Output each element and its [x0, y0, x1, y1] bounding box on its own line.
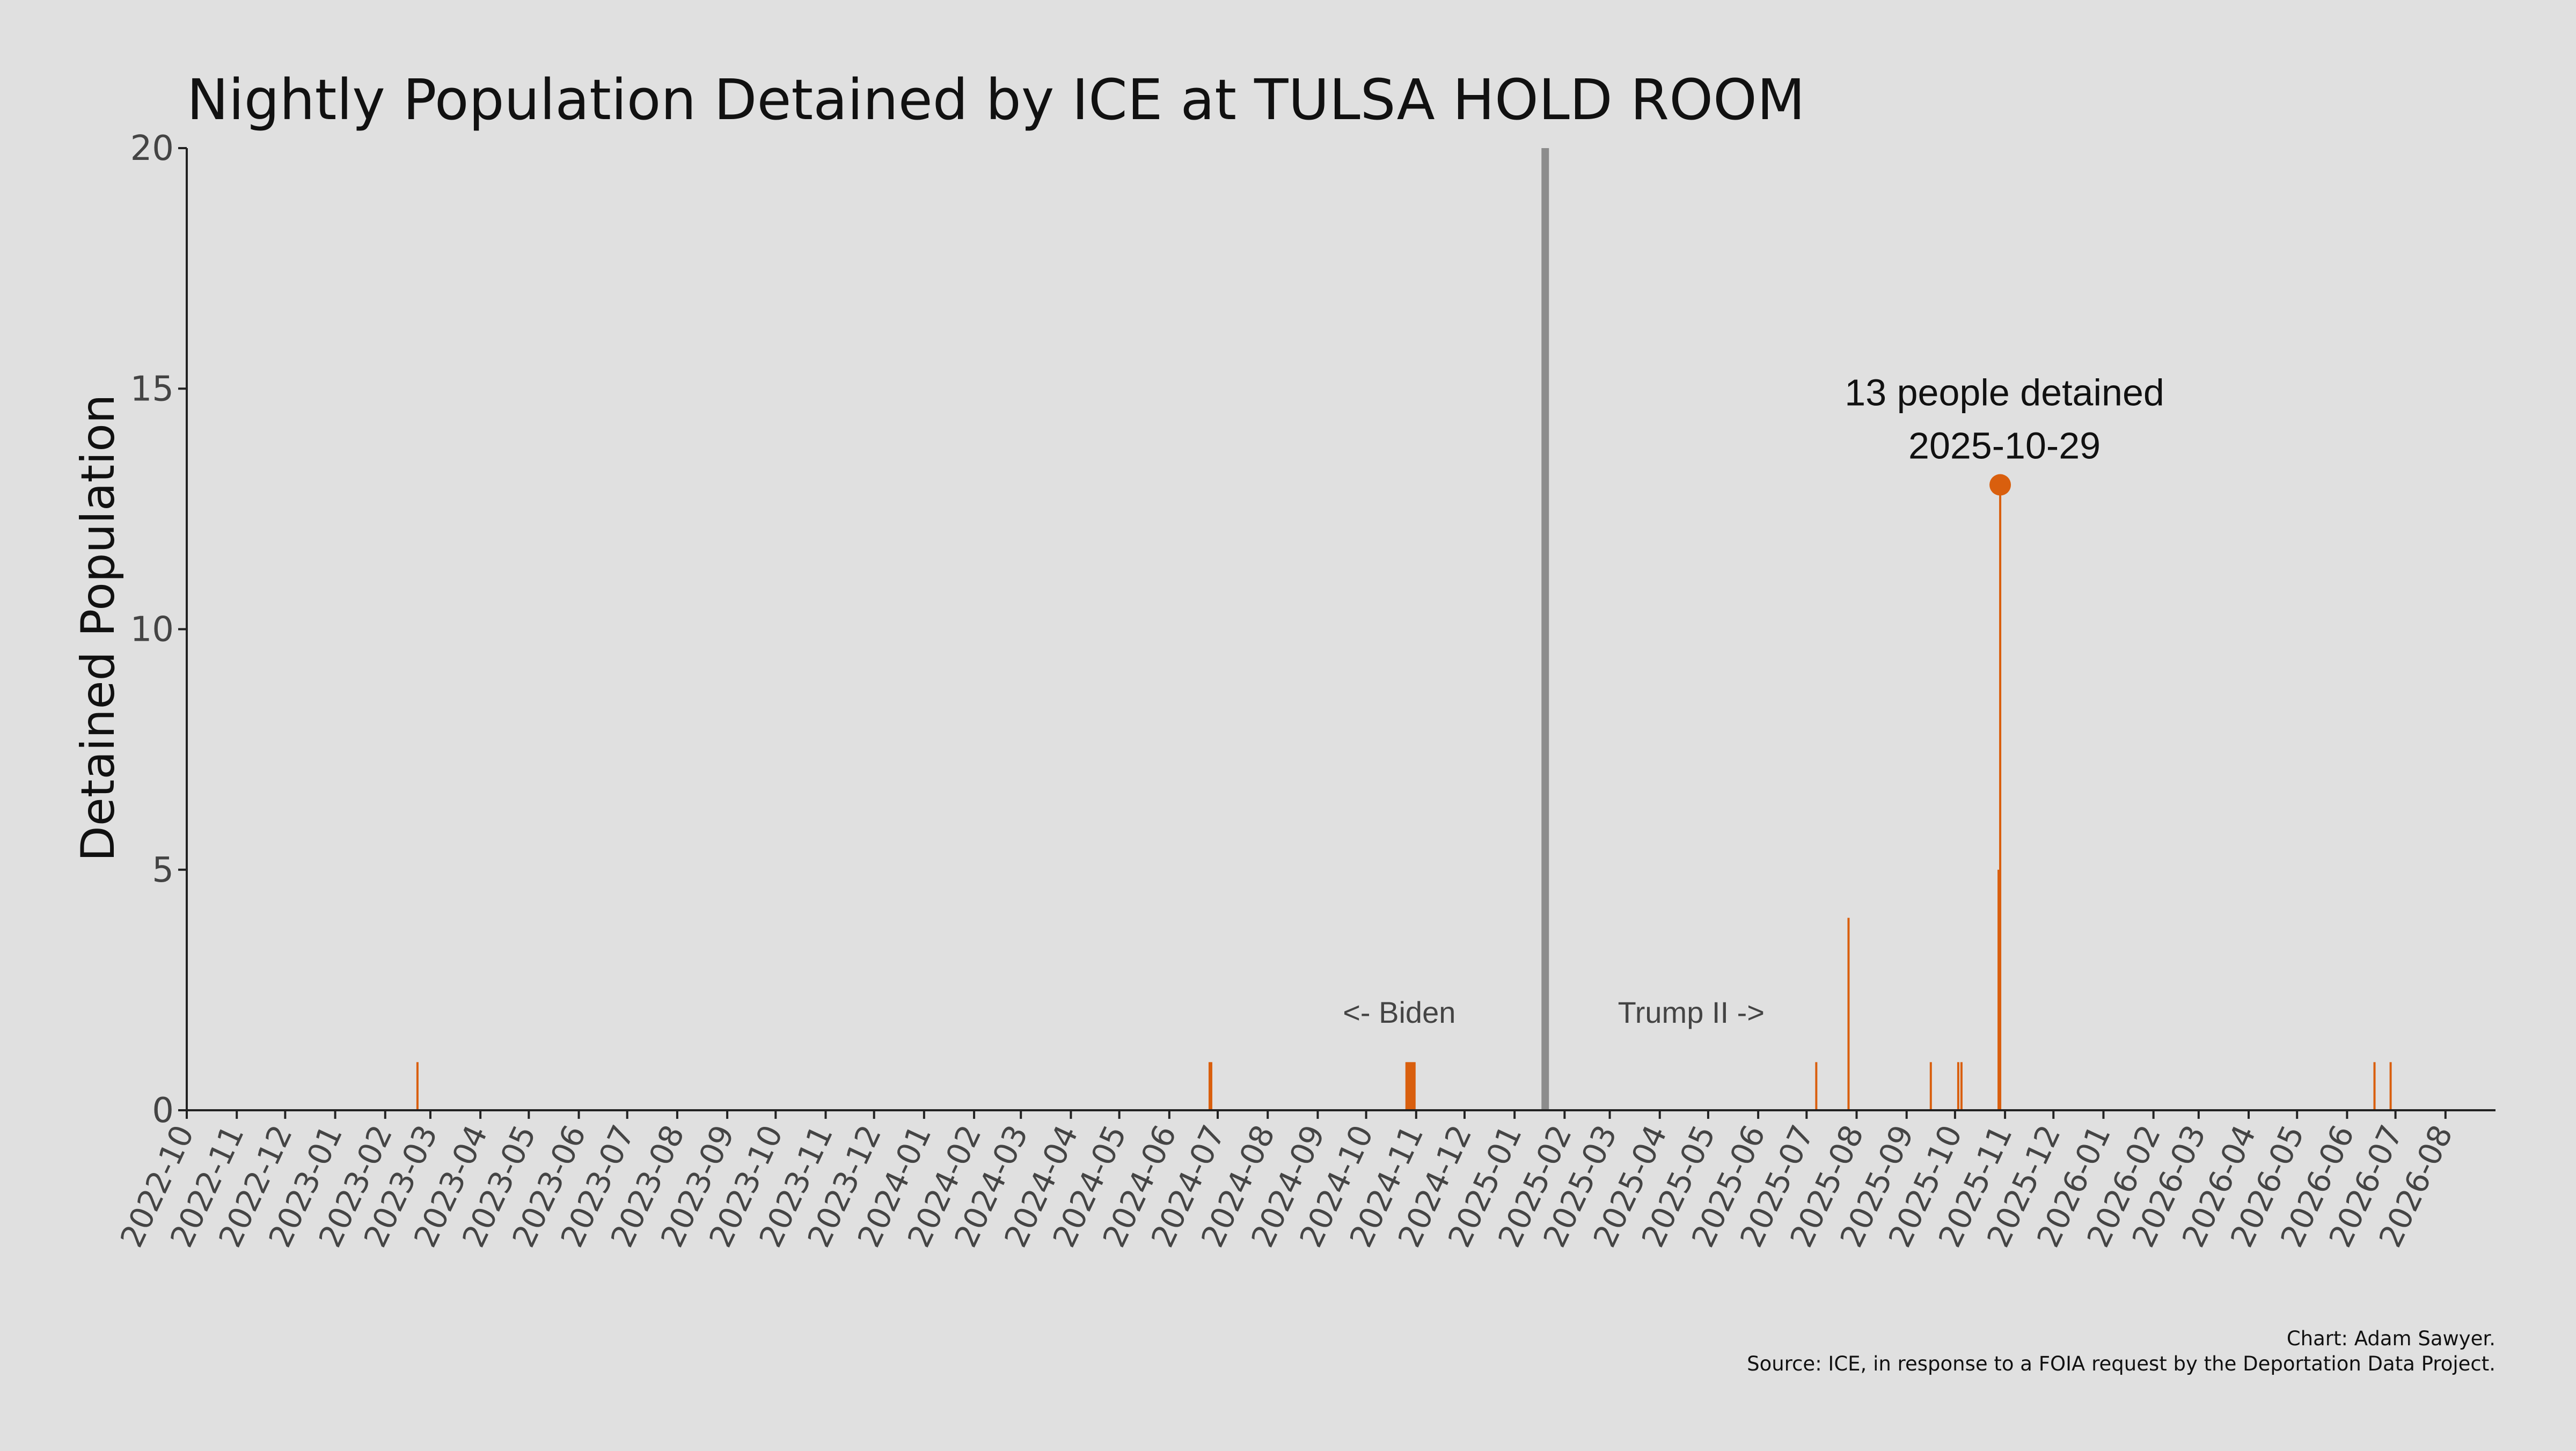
bar: [1960, 1062, 1963, 1110]
bar: [1408, 1062, 1411, 1110]
bar: [2373, 1062, 2376, 1110]
chart-title: Nightly Population Detained by ICE at TU…: [187, 67, 1805, 133]
y-tick-label: 5: [152, 851, 174, 890]
y-axis-label: Detained Population: [71, 394, 125, 862]
y-tick-label: 10: [130, 610, 174, 650]
bar: [416, 1062, 419, 1110]
bar: [1929, 1062, 1932, 1110]
bar: [1410, 1062, 1413, 1110]
bar: [1210, 1062, 1212, 1110]
bars: [416, 485, 2392, 1110]
era-label-biden: <- Biden: [1343, 995, 1455, 1029]
bar: [1997, 869, 2000, 1110]
y-ticks: 0 5 10 15 20: [130, 129, 187, 1131]
peak-marker: [1989, 474, 2011, 496]
era-label-trump: Trump II ->: [1618, 995, 1765, 1029]
y-tick-label: 20: [130, 129, 174, 168]
bar: [1413, 1062, 1416, 1110]
bar: [1407, 1062, 1409, 1110]
bar: [1957, 1062, 1959, 1110]
peak-annotation-date: 2025-10-29: [1908, 425, 2101, 467]
bar: [1815, 1062, 1818, 1110]
bar: [1999, 485, 2002, 1110]
credit-author: Chart: Adam Sawyer.: [2287, 1327, 2496, 1350]
peak-annotation-count: 13 people detained: [1845, 372, 2164, 414]
y-tick-label: 0: [152, 1091, 174, 1131]
bar: [1411, 1062, 1414, 1110]
administration-divider-line: [1541, 148, 1549, 1110]
x-ticks: 2022-102022-112022-122023-012023-022023-…: [113, 1110, 2460, 1253]
bar: [2389, 1062, 2392, 1110]
bar: [1208, 1062, 1211, 1110]
bar: [1405, 1062, 1408, 1110]
y-tick-label: 15: [130, 369, 174, 409]
credit-source: Source: ICE, in response to a FOIA reque…: [1747, 1352, 2496, 1375]
bar: [1847, 918, 1850, 1110]
